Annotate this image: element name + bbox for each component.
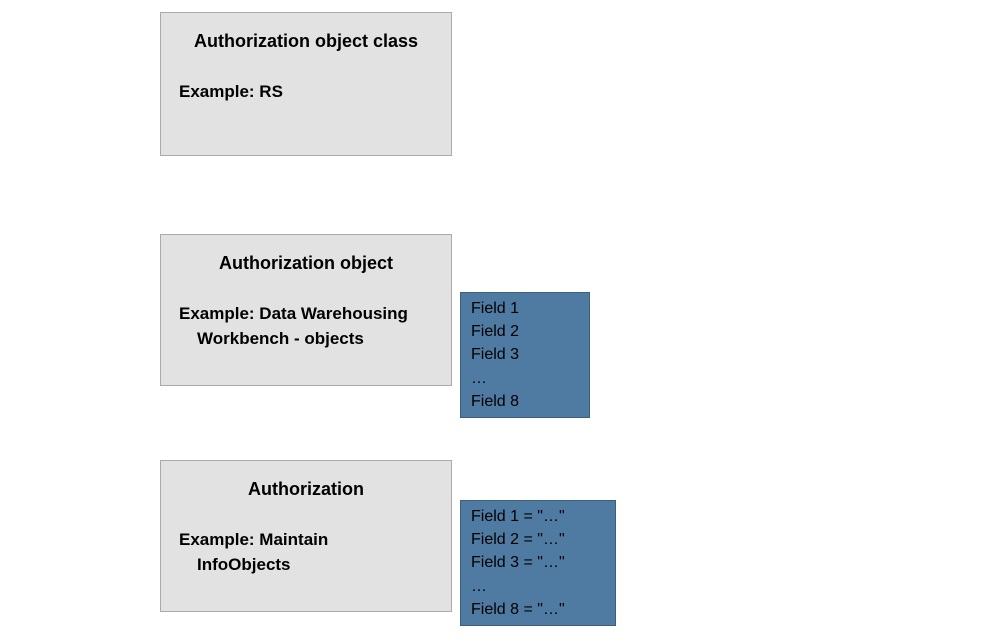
example-line1: Example: Maintain — [179, 530, 328, 549]
node-title: Authorization object class — [179, 31, 433, 52]
field-line: … — [471, 575, 605, 598]
field-line: Field 2 — [471, 320, 579, 343]
node-example: Example: Maintain InfoObjects — [179, 528, 433, 577]
node-example: Example: Data Warehousing Workbench - ob… — [179, 302, 433, 351]
field-line: Field 3 = "…" — [471, 551, 605, 574]
example-line1: Example: Data Warehousing — [179, 304, 408, 323]
node-authorization: Authorization Example: Maintain InfoObje… — [160, 460, 452, 612]
node-auth-object-class: Authorization object class Example: RS — [160, 12, 452, 156]
field-line: Field 3 — [471, 343, 579, 366]
field-line: … — [471, 367, 579, 390]
node-example: Example: RS — [179, 80, 433, 105]
node-title: Authorization — [179, 479, 433, 500]
example-line2: InfoObjects — [179, 553, 433, 578]
field-line: Field 1 = "…" — [471, 505, 605, 528]
field-line: Field 8 = "…" — [471, 598, 605, 621]
field-line: Field 1 — [471, 297, 579, 320]
example-line2: Workbench - objects — [179, 327, 433, 352]
field-line: Field 2 = "…" — [471, 528, 605, 551]
node-auth-object: Authorization object Example: Data Wareh… — [160, 234, 452, 386]
field-list-box: Field 1 Field 2 Field 3 … Field 8 — [460, 292, 590, 418]
example-line1: Example: RS — [179, 82, 283, 101]
node-title: Authorization object — [179, 253, 433, 274]
field-values-box: Field 1 = "…" Field 2 = "…" Field 3 = "…… — [460, 500, 616, 626]
field-line: Field 8 — [471, 390, 579, 413]
